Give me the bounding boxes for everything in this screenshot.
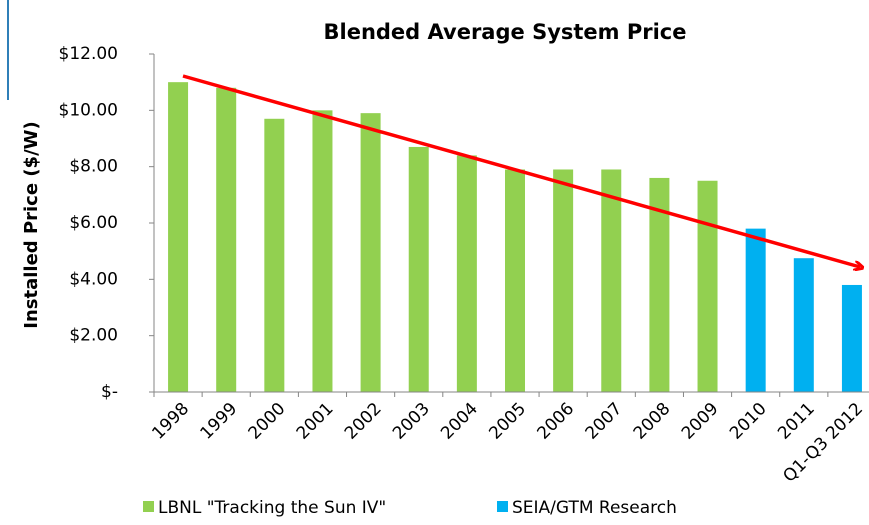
x-tick-label: 2011 — [774, 399, 819, 444]
y-tick-label: $- — [101, 382, 118, 402]
x-tick-label: 2005 — [485, 399, 530, 444]
bar — [312, 110, 333, 392]
y-tick-label: $6.00 — [69, 213, 118, 233]
plot-area: $- $2.00 $4.00 $6.00 $8.00 $10.00 $12.00 1998 19… — [59, 44, 869, 518]
bar — [360, 113, 381, 393]
x-tick-label: 2009 — [678, 399, 723, 444]
x-tick-label: 2002 — [341, 399, 386, 444]
bar — [168, 82, 189, 393]
y-tick-label: $10.00 — [59, 100, 118, 120]
bar — [745, 228, 766, 392]
bar — [793, 258, 814, 392]
legend-label: LBNL "Tracking the Sun IV" — [158, 498, 386, 518]
x-tick-label: 2006 — [533, 399, 578, 444]
x-tick-label: 2000 — [245, 399, 290, 444]
y-tick-label: $12.00 — [59, 44, 118, 64]
x-tick-label: 2010 — [726, 399, 771, 444]
bar — [264, 118, 285, 393]
bar — [216, 87, 237, 393]
bar — [505, 169, 525, 392]
y-tick-label: $4.00 — [69, 269, 118, 289]
legend-swatch — [497, 501, 508, 512]
bar — [408, 146, 429, 392]
bar — [456, 155, 477, 392]
x-tick-label: 1998 — [148, 399, 193, 444]
legend-swatch — [143, 501, 154, 512]
bar — [649, 177, 670, 392]
x-tick-label: 2007 — [582, 399, 627, 444]
bar — [697, 180, 718, 392]
x-tick-label: 2003 — [389, 399, 434, 444]
x-tick-label: 2001 — [293, 399, 338, 444]
bar — [601, 169, 622, 392]
y-tick-label: $8.00 — [69, 157, 118, 177]
bar — [841, 284, 862, 392]
trend-arrow — [182, 74, 860, 267]
x-tick-label: 2004 — [437, 399, 482, 444]
legend-label: SEIA/GTM Research — [512, 498, 677, 518]
chart-title: Blended Average System Price — [324, 20, 687, 44]
y-axis-label: Installed Price ($/W) — [21, 121, 42, 328]
bar — [553, 169, 574, 392]
y-tick-label: $2.00 — [69, 326, 118, 346]
x-tick-label: 1999 — [197, 399, 242, 444]
x-tick-label: 2008 — [630, 399, 675, 444]
